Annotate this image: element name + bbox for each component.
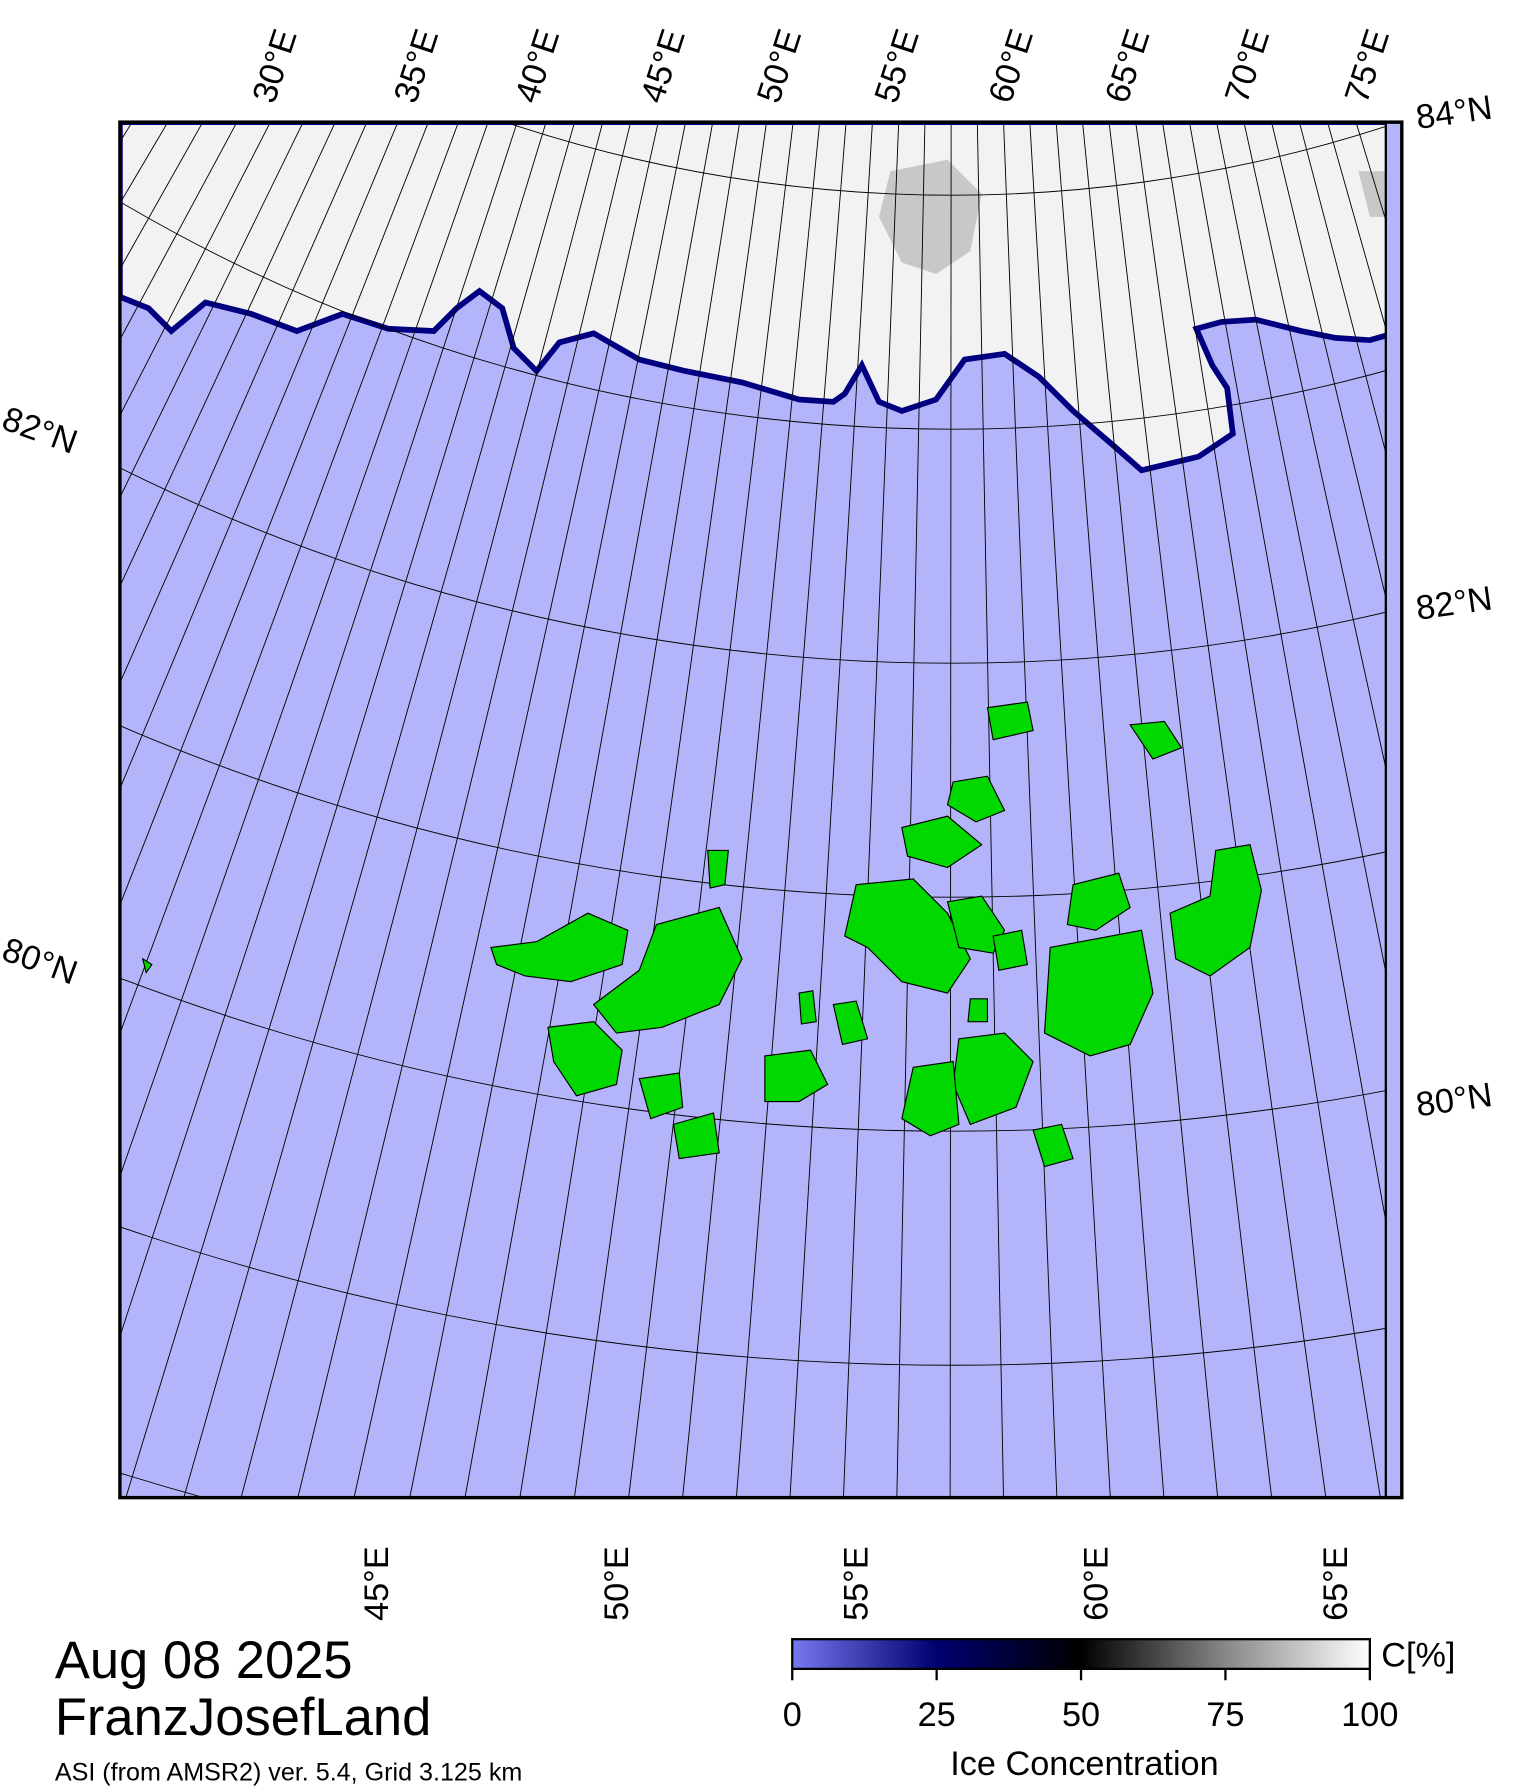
right-lat-label: 80°N [1414, 1076, 1495, 1124]
meridian [1411, 0, 1516, 1556]
right-lat-label: 82°N [1414, 579, 1495, 627]
meridian [0, 0, 114, 1004]
bottom-lon-label: 60°E [1077, 1546, 1115, 1621]
top-lon-label: 60°E [982, 25, 1041, 108]
meridian [183, 122, 576, 1498]
meridian [1388, 0, 1516, 1577]
meridian [1003, 122, 1058, 1498]
meridian [119, 122, 368, 684]
meridian [1479, 0, 1516, 1487]
meridian [1108, 122, 1273, 1498]
region: FranzJosefLand [55, 1688, 431, 1747]
bottom-lon-label: 65°E [1317, 1546, 1355, 1621]
colorbar-tick-label: 50 [1062, 1696, 1100, 1734]
edge-strip [1384, 122, 1402, 1498]
meridian [119, 122, 399, 790]
meridian [1082, 122, 1219, 1498]
meridian [1434, 0, 1516, 1534]
meridian [0, 0, 26, 799]
meridian [519, 122, 741, 1498]
meridian [1162, 122, 1381, 1498]
map-frame [118, 120, 1404, 1500]
islands [141, 701, 1262, 1168]
meridian [119, 122, 429, 907]
top-lon-label: 70°E [1218, 25, 1277, 108]
meridian [119, 122, 304, 499]
meridian [125, 122, 547, 1498]
meridian [119, 122, 271, 417]
top-lon-label: 40°E [508, 25, 567, 108]
bottom-lon-label: 45°E [358, 1546, 396, 1621]
right-lat-label: 84°N [1414, 89, 1495, 137]
bottom-lon-label: 55°E [838, 1546, 876, 1621]
top-lon-label: 55°E [868, 25, 927, 108]
colorbar-tick-label: 0 [783, 1696, 802, 1734]
meridian [119, 122, 336, 588]
date: Aug 08 2025 [55, 1631, 353, 1690]
meridian [1327, 122, 1402, 387]
meridian [682, 122, 821, 1498]
top-lon-label: 75°E [1338, 25, 1397, 108]
meridian [119, 122, 459, 1035]
meridian [1298, 122, 1402, 516]
meridian [1188, 122, 1402, 1314]
meridian [976, 122, 1004, 1498]
meridian [409, 122, 687, 1498]
meridian [1216, 122, 1402, 1055]
meridian [353, 122, 659, 1498]
meridian [1502, 0, 1516, 1462]
bottom-lon-label: 50°E [598, 1546, 636, 1621]
meridian [0, 0, 78, 924]
colorbar-tick-label: 75 [1206, 1696, 1244, 1734]
meridian [0, 0, 133, 1043]
left-lat-label: 80°N [0, 931, 82, 993]
top-lon-label: 65°E [1098, 25, 1157, 108]
top-lon-label: 45°E [634, 25, 693, 108]
meridian [119, 122, 489, 1178]
colorbar-ticks: 0 25 50 75 100 [783, 1668, 1398, 1734]
meridian [240, 122, 604, 1498]
colorbar-tick-label: 25 [918, 1696, 956, 1734]
meridian [573, 122, 767, 1498]
top-lon-label: 35°E [387, 25, 446, 108]
meridian [628, 122, 794, 1498]
colorbar-tick-label: 100 [1341, 1696, 1398, 1734]
meridian [1271, 122, 1402, 666]
meridian [789, 122, 873, 1498]
ice-texture [878, 159, 1399, 274]
left-lat-label: 82°N [0, 400, 82, 462]
meridian [735, 122, 847, 1498]
meridian [297, 122, 632, 1498]
colorbar-label: Ice Concentration [950, 1745, 1218, 1783]
meridian [1457, 0, 1516, 1511]
subtitle: ASI (from AMSR2) ver. 5.4, Grid 3.125 km [55, 1759, 522, 1787]
meridian [0, 0, 96, 965]
meridian [119, 122, 518, 1338]
top-lon-label: 50°E [750, 25, 809, 108]
meridian [464, 122, 714, 1498]
colorbar-unit: C[%] [1381, 1637, 1455, 1675]
colorbar [791, 1638, 1371, 1671]
meridian [119, 122, 238, 341]
meridian [119, 122, 204, 270]
sea-ice [119, 122, 1402, 474]
meridian [1243, 122, 1402, 843]
top-lon-label: 30°E [245, 25, 304, 108]
